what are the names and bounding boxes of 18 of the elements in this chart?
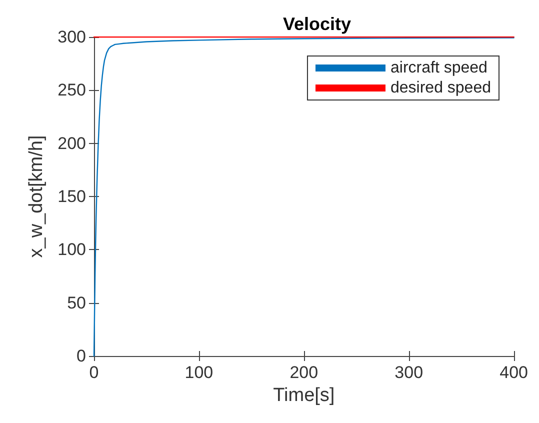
y-tick-label: 100: [58, 240, 86, 260]
y-tick-label: 150: [58, 187, 86, 206]
y-axis-title: x_w_dot[km/h]: [26, 135, 47, 258]
y-tick-label: 200: [58, 134, 86, 153]
x-axis-title: Time[s]: [273, 385, 335, 406]
x-tick-label: 100: [184, 363, 214, 382]
y-tick-label: 50: [67, 293, 86, 312]
y-tick-label: 300: [58, 28, 86, 46]
x-tick-label: 400: [500, 363, 528, 382]
y-tick-label: 250: [58, 80, 86, 100]
x-tick-label: 200: [290, 363, 318, 382]
x-tick-label: 0: [89, 363, 99, 382]
legend-label: aircraft speed: [390, 60, 488, 76]
y-tick-label: 0: [76, 346, 86, 366]
chart-title: Velocity: [282, 14, 352, 34]
legend-label: desired speed: [390, 80, 491, 96]
x-tick-label: 300: [394, 363, 424, 382]
line-series: [93, 37, 514, 357]
